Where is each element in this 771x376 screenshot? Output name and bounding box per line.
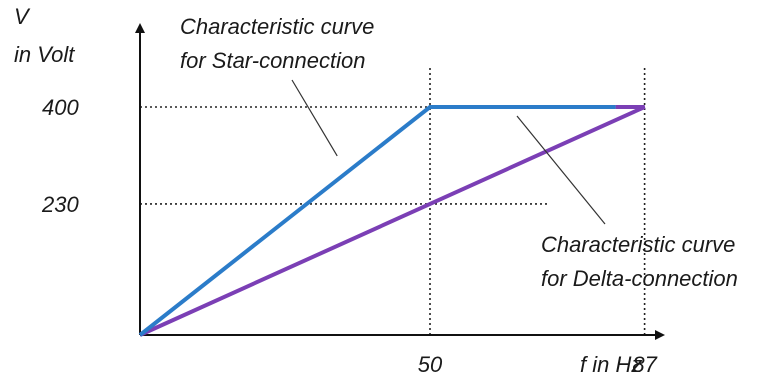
x-tick-label-50: 50: [418, 352, 443, 376]
delta-annotation-line-1: Characteristic curve: [541, 232, 735, 257]
delta-annotation-leader: [516, 115, 606, 225]
star-annotation-leader: [291, 79, 338, 157]
y-axis-label-line-1: V: [14, 4, 31, 29]
delta-series-line: [139, 105, 646, 337]
star-series-line: [138, 105, 616, 337]
star-annotation-line-2: for Star-connection: [180, 48, 365, 73]
y-tick-label-400: 400: [42, 95, 79, 120]
reference-lines: [140, 68, 646, 335]
series-lines: [138, 105, 646, 337]
annotation-leaders: [291, 79, 606, 225]
tick-labels: 400 230 50 87: [41, 95, 658, 376]
delta-annotation-line-2: for Delta-connection: [541, 266, 738, 291]
x-tick-label-87: 87: [632, 352, 657, 376]
x-axis-label: f in Hz: [580, 352, 642, 376]
star-annotation-line-1: Characteristic curve: [180, 14, 374, 39]
y-axis-label-line-2: in Volt: [14, 42, 75, 67]
y-tick-label-230: 230: [41, 192, 79, 217]
